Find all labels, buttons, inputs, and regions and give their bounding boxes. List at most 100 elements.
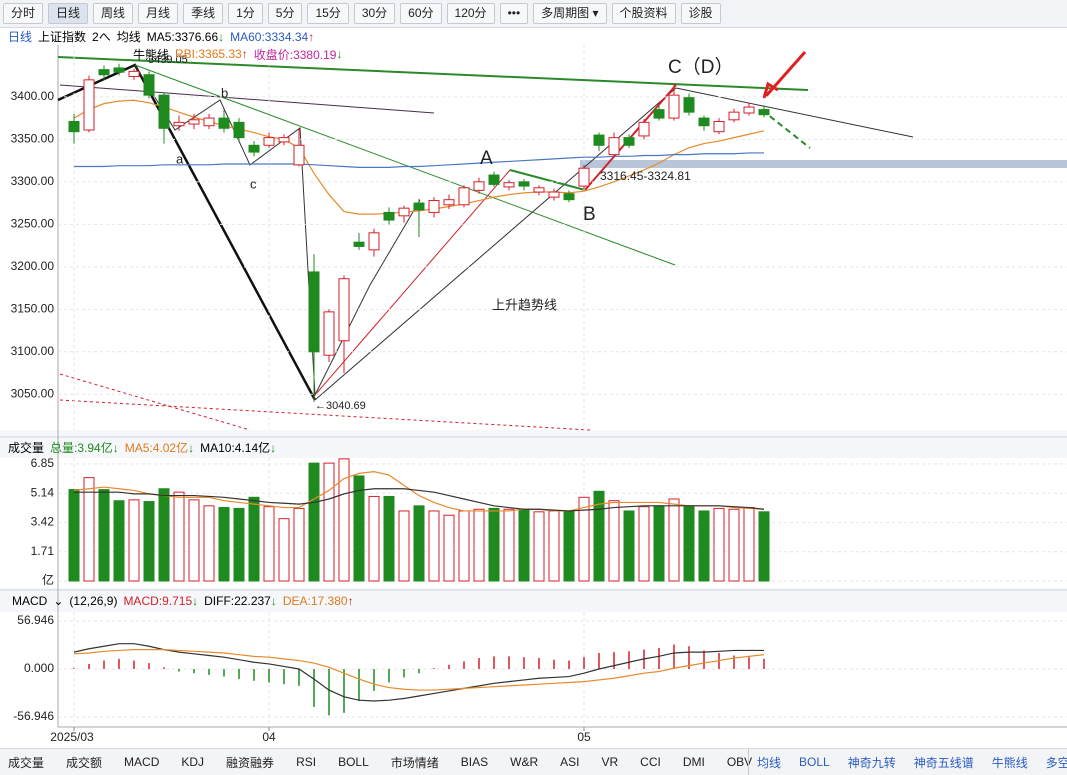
volume-bar xyxy=(728,508,740,582)
volume-bar xyxy=(263,506,275,582)
tab[interactable]: 神奇九转 xyxy=(847,755,896,770)
tab[interactable]: 成交量 xyxy=(8,755,45,770)
volume-bar xyxy=(248,496,260,582)
candle-body xyxy=(728,111,740,121)
tab[interactable]: 多空线 xyxy=(1045,755,1067,770)
toolbar-button[interactable]: 5分 xyxy=(267,3,303,24)
candle-body xyxy=(173,121,185,127)
legend-item: MA5:4.02亿 xyxy=(124,441,189,455)
tab[interactable]: W&R xyxy=(510,755,539,769)
candle-body xyxy=(713,120,725,133)
tab[interactable]: DMI xyxy=(682,755,705,769)
toolbar-button[interactable]: 多周期图 ▾ xyxy=(533,3,607,24)
toolbar-button[interactable]: 季线 xyxy=(183,3,224,24)
tab[interactable]: BOLL xyxy=(799,755,830,769)
toolbar: 分时 日线 周线 月线 季线 1分 5分 15分 30分 60分 120分 ••• 多周期图 ▾ 个股资料… xyxy=(0,0,1067,28)
candle-body xyxy=(548,191,560,198)
period[interactable]: 日线 xyxy=(8,30,33,44)
candle-body xyxy=(338,278,350,342)
toolbar-button[interactable]: 60分 xyxy=(400,3,442,24)
tab[interactable]: 神奇五线谱 xyxy=(913,755,974,770)
candle-body xyxy=(503,182,515,188)
dropdown[interactable]: ⌄ xyxy=(53,593,64,608)
volume-bar xyxy=(203,505,215,582)
arrow: ↓ xyxy=(112,440,119,455)
price-legend: 牛熊线 RBI:3365.33 ↑ 收盘价:3380.19 ↓ xyxy=(133,46,348,62)
channel-line xyxy=(59,399,591,431)
volume-bar xyxy=(698,510,710,582)
volume-bar xyxy=(158,488,170,582)
tab[interactable]: BOLL xyxy=(338,755,369,769)
volume-bar xyxy=(668,498,680,582)
annotation: 3316.45-3324.81 xyxy=(600,169,691,183)
candle-body xyxy=(158,94,170,129)
arrow: ↓ xyxy=(188,440,195,455)
support-band xyxy=(580,160,1067,168)
candle-body xyxy=(458,187,470,206)
tab[interactable]: RSI xyxy=(296,755,317,769)
tab[interactable]: OBV xyxy=(726,755,753,769)
toolbar-button[interactable]: ••• xyxy=(499,3,529,24)
candle-body xyxy=(443,199,455,206)
candle-body xyxy=(293,144,305,166)
toolbar-button[interactable]: 周线 xyxy=(93,3,134,24)
toolbar-button[interactable]: 15分 xyxy=(307,3,349,24)
volume-bar xyxy=(488,507,500,582)
volume-bar xyxy=(338,458,350,582)
wave-line xyxy=(134,64,421,397)
tab[interactable]: KDJ xyxy=(181,755,205,769)
tab[interactable]: ASI xyxy=(560,755,580,769)
tab[interactable]: BIAS xyxy=(460,755,489,769)
toolbar-button[interactable]: 个股资料 xyxy=(611,3,676,24)
tab[interactable]: 融资融券 xyxy=(226,755,275,770)
volume-bar xyxy=(608,500,620,582)
toolbar-button[interactable]: 120分 xyxy=(446,3,495,24)
toolbar-button[interactable]: 月线 xyxy=(138,3,179,24)
volume-bar xyxy=(503,508,515,582)
volume-bar xyxy=(443,514,455,582)
tab[interactable]: 均线 xyxy=(757,755,782,770)
panel-header xyxy=(0,430,1067,458)
tab[interactable]: VR xyxy=(601,755,619,769)
toolbar-button[interactable]: 诊股 xyxy=(680,3,721,24)
y-tick-label: 6.85 xyxy=(31,456,55,470)
y-tick-label: 3100.00 xyxy=(11,344,55,358)
y-tick-label: 5.14 xyxy=(31,485,55,499)
volume-bar xyxy=(563,510,575,582)
toolbar-button[interactable]: 分时 xyxy=(3,3,44,24)
tab[interactable]: 市场情绪 xyxy=(390,755,439,770)
volume-bar xyxy=(518,508,530,582)
panel-title[interactable]: MACD xyxy=(12,593,48,608)
annotation: A xyxy=(480,148,493,169)
arrow: ↑ xyxy=(241,47,248,61)
annotation: B xyxy=(583,204,596,225)
volume-bar xyxy=(113,500,125,582)
tab[interactable]: 牛熊线 xyxy=(991,755,1028,770)
volume-bar xyxy=(548,510,560,582)
volume-bar xyxy=(413,505,425,582)
toolbar-button[interactable]: 日线 xyxy=(48,3,89,24)
ma5: MA5:3376.66 xyxy=(146,29,219,44)
arrow: ↓ xyxy=(336,47,343,61)
toolbar-button[interactable]: 30分 xyxy=(353,3,396,24)
ma-label: 均线 xyxy=(116,30,141,44)
candle-body xyxy=(83,79,95,131)
tab[interactable]: MACD xyxy=(124,755,160,769)
candle-body xyxy=(638,121,650,137)
volume-bar xyxy=(128,499,140,582)
toolbar-button[interactable]: 1分 xyxy=(228,3,263,24)
candle-body xyxy=(758,109,770,116)
volume-bar xyxy=(623,510,635,582)
x-tick-label: 05 xyxy=(577,730,591,744)
indicator-line xyxy=(73,643,764,702)
legend-item: 收盘价:3380.19 xyxy=(253,47,337,62)
candle-body xyxy=(533,187,545,193)
volume-bar xyxy=(233,507,245,582)
trend-lines xyxy=(57,51,1067,431)
tab[interactable]: CCI xyxy=(640,755,661,769)
tab[interactable]: 成交额 xyxy=(66,755,103,770)
arrow: ↓ xyxy=(270,440,277,455)
count[interactable]: 2へ xyxy=(92,30,111,44)
volume-bar xyxy=(458,510,470,582)
